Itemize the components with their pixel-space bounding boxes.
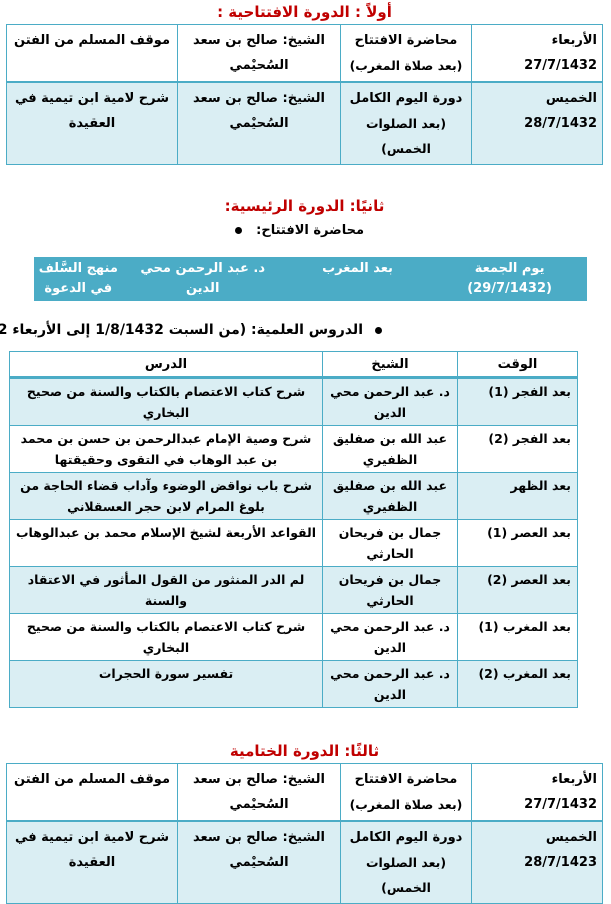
table-row: الخميس 28/7/1432 دورة اليوم الكامل (بعد … (7, 81, 604, 165)
lessons-heading: الدروس العلمية: (من السبت 1/8/1432 إلى ا… (0, 322, 364, 338)
sheikh-cell: الشيخ: صالح بن سعد السُحيْمي (178, 24, 342, 83)
sheikh-cell: الشيخ: صالح بن سعد السُحيْمي (178, 81, 342, 165)
banner-time-cell: بعد المغرب (323, 261, 394, 276)
time-header: الوقت (458, 351, 579, 379)
table-row: الأربعاء 27/7/1432 محاضرة الافتتاح (بعد … (7, 763, 604, 822)
bullet-icon (376, 326, 383, 334)
sheikh-header: الشيخ (323, 351, 459, 379)
banner-sheikh-cell: د. عبد الرحمن محي الدين (141, 261, 267, 296)
event-title: دورة اليوم الكامل (350, 830, 464, 845)
event-note: (بعد صلاة المغرب) (350, 797, 464, 812)
sheikh-cell: د. عبد الرحمن محي الدين (323, 613, 459, 661)
header-row: الوقت الشيخ الدرس (10, 351, 579, 379)
lessons-heading-line: الدروس العلمية: (من السبت 1/8/1432 إلى ا… (0, 320, 611, 342)
table-row: بعد الفجر (1) د. عبد الرحمن محي الدين شر… (10, 377, 579, 426)
banner-day-cell: يوم الجمعة (29/7/1432) (433, 259, 588, 301)
sheikh-cell: د. عبد الرحمن محي الدين (323, 377, 459, 426)
table-row: بعد الفجر (2) عبد الله بن صفليق الظفيري … (10, 425, 579, 473)
topic-cell: موقف المسلم من الفتن (7, 763, 179, 822)
sheikh-cell: جمال بن فريحان الحارثي (323, 519, 459, 567)
closing-course-table: الأربعاء 27/7/1432 محاضرة الافتتاح (بعد … (7, 763, 604, 904)
event-note: (بعد الصلوات الخمس) (366, 855, 448, 895)
event-cell: دورة اليوم الكامل (بعد الصلوات الخمس) (341, 81, 473, 165)
section-title-closing: ثالثًا: الدورة الختامية (230, 742, 381, 760)
sheikh-cell: جمال بن فريحان الحارثي (323, 566, 459, 614)
event-cell: محاضرة الافتتاح (بعد صلاة المغرب) (341, 24, 473, 83)
opening-course-table: الأربعاء 27/7/1432 محاضرة الافتتاح (بعد … (7, 24, 604, 165)
event-title: محاضرة الافتتاح (355, 33, 459, 48)
event-cell: دورة اليوم الكامل (بعد الصلوات الخمس) (341, 820, 473, 904)
section-title-opening: أولاً : الدورة الافتتاحية : (218, 3, 393, 21)
opening-lecture-line: محاضرة الافتتاح: (0, 221, 611, 241)
banner-date: (29/7/1432) (468, 281, 553, 296)
event-cell: محاضرة الافتتاح (بعد صلاة المغرب) (341, 763, 473, 822)
topic-cell: شرح لامية ابن تيمية في العقيدة (7, 820, 179, 904)
lesson-cell: شرح كتاب الاعتصام بالكتاب والسنة من صحيح… (10, 613, 324, 661)
sheikh-cell: الشيخ: صالح بن سعد السُحيْمي (178, 763, 342, 822)
lesson-cell: شرح وصية الإمام عبدالرحمن بن حسن بن محمد… (10, 425, 324, 473)
time-cell: بعد المغرب (2) (458, 660, 579, 708)
table-row: الخميس 28/7/1423 دورة اليوم الكامل (بعد … (7, 820, 604, 904)
event-title: محاضرة الافتتاح (355, 772, 459, 787)
lessons-table: الوقت الشيخ الدرس بعد الفجر (1) د. عبد ا… (10, 351, 579, 708)
section-title-main: ثانيًا: الدورة الرئيسية: (225, 197, 386, 215)
event-note: (بعد الصلوات الخمس) (366, 116, 448, 156)
table-row: بعد العصر (1) جمال بن فريحان الحارثي الق… (10, 519, 579, 567)
date-cell: الخميس 28/7/1432 (472, 81, 604, 165)
time-cell: بعد الفجر (1) (458, 377, 579, 426)
time-cell: بعد العصر (1) (458, 519, 579, 567)
date-cell: الأربعاء 27/7/1432 (472, 763, 604, 822)
banner-topic-cell: منهج السَّلف في الدعوة إلى الله (39, 261, 119, 296)
table-row: بعد الظهر عبد الله بن صفليق الظفيري شرح … (10, 472, 579, 520)
time-cell: بعد الفجر (2) (458, 425, 579, 473)
lesson-cell: تفسير سورة الحجرات (10, 660, 324, 708)
sheikh-cell: د. عبد الرحمن محي الدين (323, 660, 459, 708)
table-row: بعد العصر (2) جمال بن فريحان الحارثي لم … (10, 566, 579, 614)
lesson-cell: لم الدر المنثور من القول المأثور في الاع… (10, 566, 324, 614)
event-note: (بعد صلاة المغرب) (350, 58, 464, 73)
bullet-icon (236, 227, 244, 234)
topic-cell: شرح لامية ابن تيمية في العقيدة (7, 81, 179, 165)
sheikh-cell: عبد الله بن صفليق الظفيري (323, 425, 459, 473)
topic-cell: موقف المسلم من الفتن (7, 24, 179, 83)
time-cell: بعد العصر (2) (458, 566, 579, 614)
lesson-cell: شرح باب نواقض الوضوء وآداب قضاء الحاجة م… (10, 472, 324, 520)
sheikh-cell: عبد الله بن صفليق الظفيري (323, 472, 459, 520)
lesson-cell: شرح كتاب الاعتصام بالكتاب والسنة من صحيح… (10, 377, 324, 426)
date-cell: الأربعاء 27/7/1432 (472, 24, 604, 83)
date-cell: الخميس 28/7/1423 (472, 820, 604, 904)
opening-lecture-label: محاضرة الافتتاح: (257, 223, 365, 238)
event-title: دورة اليوم الكامل (350, 91, 464, 106)
table-row: بعد المغرب (1) د. عبد الرحمن محي الدين ش… (10, 613, 579, 661)
schedule-document: { "theme": { "accent": "#4BACC6", "rowAl… (0, 3, 611, 904)
lesson-cell: القواعد الأربعة لشيخ الإسلام محمد بن عبد… (10, 519, 324, 567)
banner-day: يوم الجمعة (475, 261, 546, 276)
table-row: بعد المغرب (2) د. عبد الرحمن محي الدين ت… (10, 660, 579, 708)
table-row: الأربعاء 27/7/1432 محاضرة الافتتاح (بعد … (7, 24, 604, 83)
time-cell: بعد المغرب (1) (458, 613, 579, 661)
sheikh-cell: الشيخ: صالح بن سعد السُحيْمي (178, 820, 342, 904)
time-cell: بعد الظهر (458, 472, 579, 520)
lesson-header: الدرس (10, 351, 324, 379)
opening-lecture-banner: يوم الجمعة (29/7/1432) بعد المغرب د. عبد… (35, 257, 588, 301)
